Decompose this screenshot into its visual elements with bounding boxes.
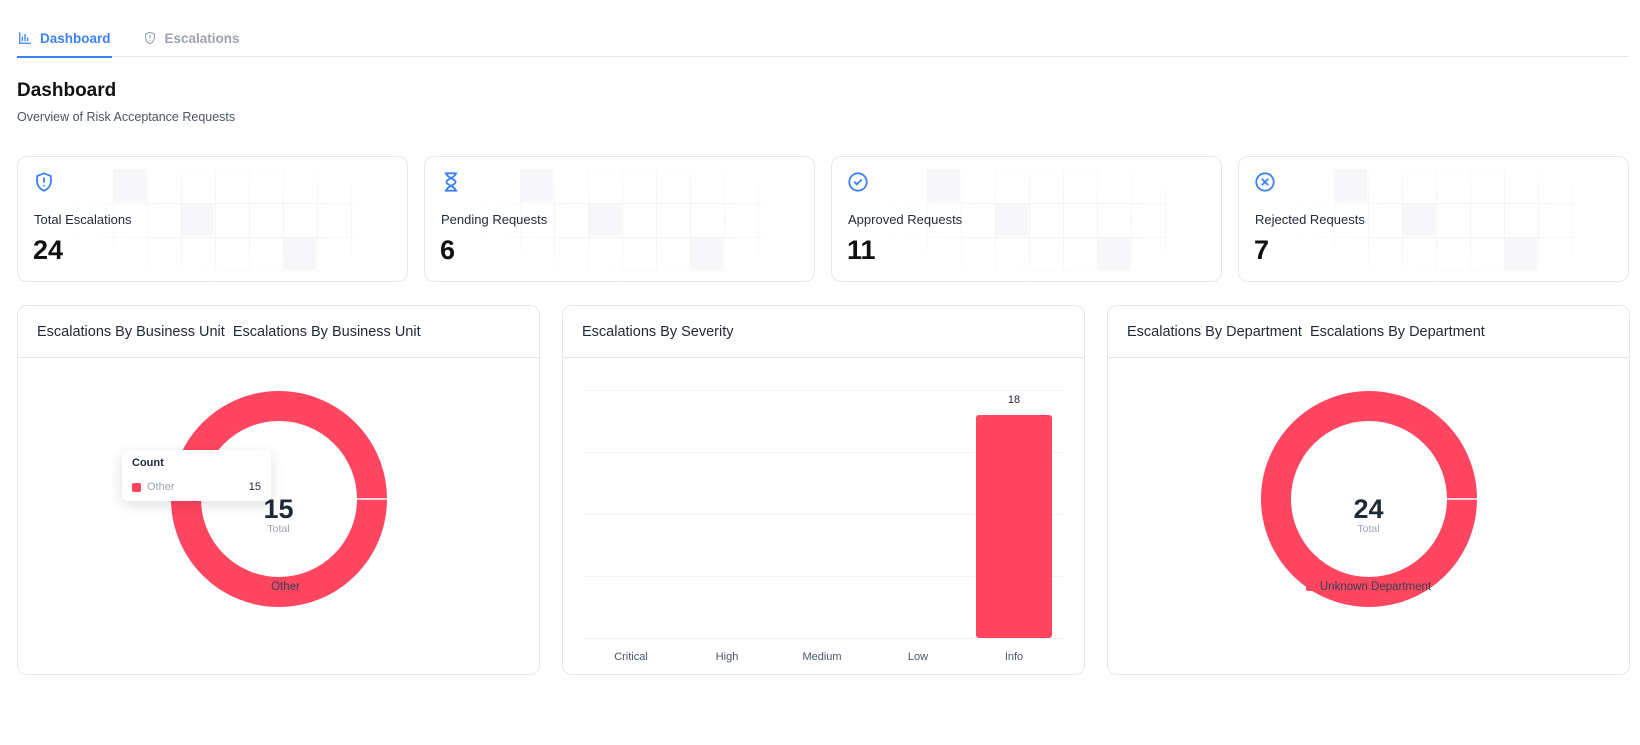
- tab-escalations[interactable]: Escalations: [142, 20, 241, 56]
- check-circle-icon: [848, 172, 868, 192]
- stat-label: Approved Requests: [848, 212, 963, 227]
- x-axis-label: Low: [907, 651, 929, 663]
- pattern-block: [1504, 237, 1537, 270]
- stat-card-approved-requests: Approved Requests 11: [831, 156, 1222, 282]
- x-axis-label: Medium: [802, 651, 842, 663]
- x-axis-label: Critical: [614, 651, 648, 663]
- donut-caption: Total: [267, 523, 290, 535]
- x-axis-label: High: [715, 651, 739, 663]
- chart-legend: Other: [17, 581, 540, 594]
- bar-value-label: 18: [1007, 394, 1021, 406]
- stat-card-rejected-requests: Rejected Requests 7: [1238, 156, 1629, 282]
- stat-card-pending-requests: Pending Requests 6: [424, 156, 815, 282]
- chart-card-business-unit: Escalations By Business Unit Escalations…: [17, 305, 540, 675]
- gridline: [585, 576, 1063, 577]
- legend-item-unknown-department[interactable]: Unknown Department: [1305, 581, 1432, 593]
- tab-label: Escalations: [164, 30, 240, 46]
- donut-center: 24 Total: [1108, 495, 1629, 535]
- chart-title: Escalations By Severity: [563, 306, 1084, 358]
- bar-chart-icon: [19, 32, 31, 44]
- pattern-block: [1402, 203, 1435, 236]
- pattern-block: [1334, 169, 1367, 202]
- bar-info[interactable]: [976, 415, 1052, 638]
- stat-label: Rejected Requests: [1255, 212, 1365, 227]
- stat-card-total-escalations: Total Escalations 24: [17, 156, 408, 282]
- donut-chart: 24 Total: [1108, 358, 1629, 674]
- shield-alert-icon: [36, 172, 52, 192]
- legend-label: Unknown Department: [1319, 581, 1432, 593]
- pattern-block: [1097, 237, 1130, 270]
- chart-title: Escalations By Business Unit Escalations…: [18, 306, 539, 358]
- bar-chart-plot: 18: [585, 390, 1063, 639]
- x-axis-label: Info: [1004, 651, 1024, 663]
- tab-dashboard[interactable]: Dashboard: [17, 20, 112, 58]
- page-title: Dashboard: [17, 80, 117, 101]
- gridline: [585, 514, 1063, 515]
- pattern-block: [113, 169, 146, 202]
- page-subtitle: Overview of Risk Acceptance Requests: [17, 110, 236, 124]
- chart-legend: Unknown Department: [1107, 581, 1630, 594]
- tooltip-value: 15: [248, 481, 261, 493]
- stat-value: 11: [847, 235, 876, 265]
- tooltip-swatch: [132, 482, 141, 492]
- stat-label: Total Escalations: [34, 212, 132, 227]
- hourglass-icon: [444, 172, 458, 192]
- x-circle-icon: [1255, 172, 1275, 192]
- legend-label: Other: [271, 581, 300, 593]
- donut-total: 24: [1353, 494, 1384, 524]
- donut-chart: 15 Total: [18, 358, 539, 674]
- pattern-block: [181, 203, 214, 236]
- stat-value: 7: [1254, 235, 1270, 265]
- gridline: [585, 452, 1063, 453]
- pattern-block: [520, 169, 553, 202]
- pattern-block: [690, 237, 723, 270]
- legend-swatch: [1305, 583, 1314, 591]
- donut-ring[interactable]: [1260, 391, 1477, 607]
- stat-label: Pending Requests: [441, 212, 548, 227]
- tooltip-series-name: Other: [147, 481, 175, 493]
- tooltip-row: Other 15: [132, 481, 261, 493]
- shield-alert-icon: [144, 31, 155, 45]
- legend-swatch: [257, 583, 266, 591]
- tooltip-title: Count: [132, 457, 164, 469]
- chart-card-department: Escalations By Department Escalations By…: [1107, 305, 1630, 675]
- pattern-block: [283, 237, 316, 270]
- pattern-block: [588, 203, 621, 236]
- x-axis-line: [585, 638, 1063, 639]
- stat-value: 24: [33, 235, 64, 265]
- donut-center: 15 Total: [18, 495, 539, 535]
- tab-label: Dashboard: [40, 30, 111, 46]
- legend-item-other[interactable]: Other: [257, 581, 300, 593]
- gridline: [585, 390, 1063, 391]
- chart-tooltip: Count Other 15: [122, 450, 271, 501]
- chart-title: Escalations By Department Escalations By…: [1108, 306, 1629, 358]
- pattern-block: [927, 169, 960, 202]
- donut-caption: Total: [1357, 523, 1380, 535]
- pattern-block: [995, 203, 1028, 236]
- donut-total: 15: [263, 494, 294, 524]
- stat-value: 6: [440, 235, 456, 265]
- tab-bar: Dashboard Escalations: [17, 20, 1629, 58]
